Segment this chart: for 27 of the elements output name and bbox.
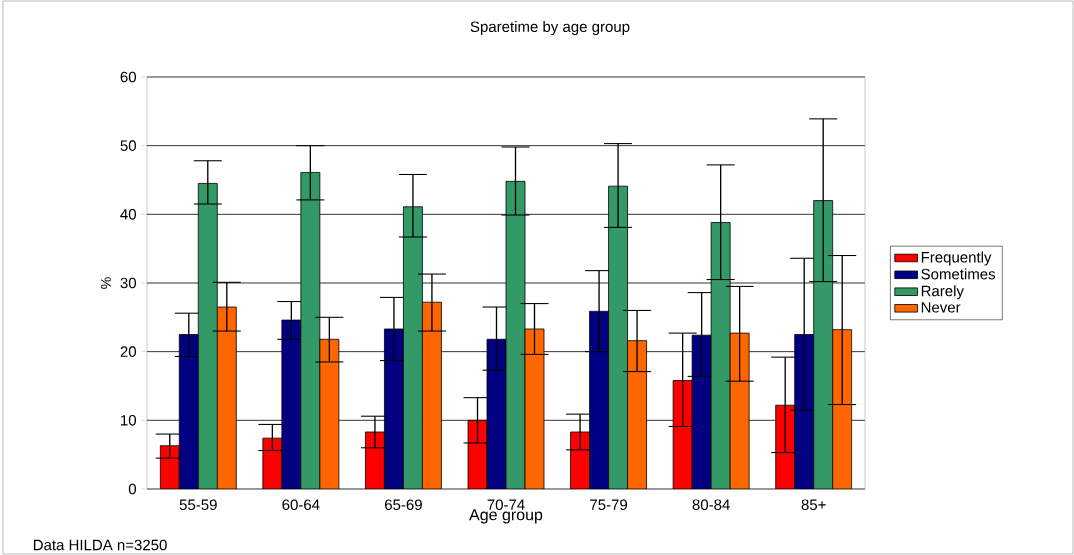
bar [403, 206, 423, 489]
x-tick-label: 75-79 [590, 499, 628, 511]
legend-label: Frequently [921, 251, 992, 266]
y-tick-label: 20 [120, 346, 137, 357]
legend-label: Rarely [921, 285, 964, 300]
text: Data HILDA n=3250 [33, 539, 167, 551]
x-tick-label: 60-64 [282, 499, 320, 511]
y-tick-label: 10 [121, 415, 137, 426]
y-tick-label: 30 [120, 277, 137, 289]
x-tick-label: 80-84 [692, 499, 730, 511]
y-axis-title: % [100, 277, 111, 289]
y-tick-label: 50 [120, 140, 137, 151]
bar [159, 445, 180, 489]
x-axis-title: Age group [469, 509, 543, 524]
y-tick-label: 60 [120, 71, 137, 83]
x-tick-label: 65-69 [385, 499, 422, 511]
bar [813, 200, 834, 489]
legend-label: Never [921, 302, 961, 313]
chart-title: Sparetime by age group [470, 20, 630, 35]
x-tick-label: 85+ [801, 499, 826, 511]
bar [197, 183, 218, 489]
y-tick-label: 40 [120, 209, 137, 220]
x-tick-label: 55-59 [179, 499, 217, 511]
bar [608, 185, 628, 489]
x-tick-label: 70-74 [487, 499, 525, 511]
y-tick-label: 0 [128, 483, 137, 495]
legend-label: Sometimes [921, 268, 996, 280]
